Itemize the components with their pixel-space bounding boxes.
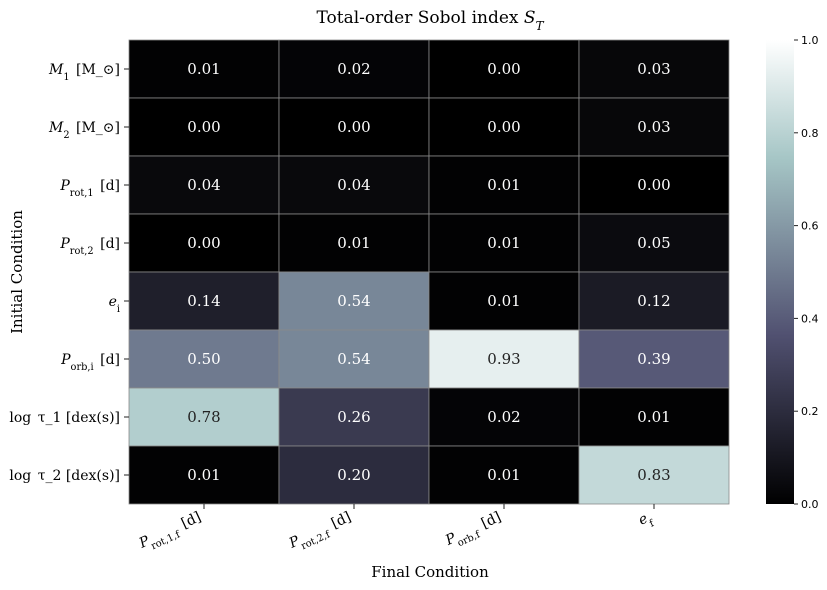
cell-value-label: 0.00 bbox=[187, 234, 220, 252]
heatmap-cell bbox=[428, 445, 580, 505]
y-tick-label: ei bbox=[109, 294, 120, 315]
cell-value-label: 0.04 bbox=[187, 176, 220, 194]
cell-value-label: 0.00 bbox=[487, 60, 520, 78]
cell-value-label: 0.12 bbox=[637, 292, 670, 310]
cell-value-label: 0.05 bbox=[637, 234, 670, 252]
cell-value-label: 0.04 bbox=[337, 176, 370, 194]
y-tick-label: Porb,i [d] bbox=[60, 352, 120, 373]
y-tick-label: M1 [M_⊙] bbox=[48, 62, 120, 83]
y-tick-label: M2 [M_⊙] bbox=[48, 120, 120, 141]
cell-value-label: 0.50 bbox=[187, 350, 220, 368]
heatmap-cell bbox=[128, 213, 280, 273]
cell-value-label: 0.01 bbox=[487, 234, 520, 252]
y-axis-label: Initial Condition bbox=[8, 210, 26, 334]
heatmap-cell bbox=[128, 39, 280, 99]
cell-value-label: 0.03 bbox=[637, 60, 670, 78]
cell-value-label: 0.01 bbox=[637, 408, 670, 426]
y-tick-label: Prot,1 [d] bbox=[59, 178, 120, 199]
cell-value-label: 0.14 bbox=[187, 292, 220, 310]
heatmap-cell bbox=[278, 97, 430, 157]
heatmap-cell bbox=[278, 155, 430, 215]
heatmap-cell bbox=[128, 97, 280, 157]
cell-value-label: 0.20 bbox=[337, 466, 370, 484]
x-tick-label: Prot,2,f [d] bbox=[286, 509, 356, 556]
heatmap-cell bbox=[428, 271, 580, 331]
cell-value-label: 0.93 bbox=[487, 350, 520, 368]
heatmap-cell bbox=[578, 97, 730, 157]
cell-value-label: 0.02 bbox=[487, 408, 520, 426]
heatmap-cell bbox=[428, 213, 580, 273]
cell-value-label: 0.01 bbox=[187, 466, 220, 484]
cell-value-label: 0.01 bbox=[487, 176, 520, 194]
cell-value-label: 0.26 bbox=[337, 408, 370, 426]
x-tick-label: Porb,f [d] bbox=[442, 509, 505, 553]
cell-value-label: 0.00 bbox=[187, 118, 220, 136]
cell-value-label: 0.54 bbox=[337, 292, 370, 310]
colorbar-tick-label: 0.0 bbox=[801, 498, 819, 511]
cell-value-label: 0.01 bbox=[487, 292, 520, 310]
x-axis-label: Final Condition bbox=[371, 563, 489, 581]
y-tick-label: log τ_1 [dex(s)] bbox=[9, 410, 120, 426]
colorbar-tick-label: 0.6 bbox=[801, 220, 819, 233]
heatmap-cell bbox=[578, 387, 730, 447]
heatmap-cell bbox=[278, 329, 430, 389]
x-tick-label: Prot,1,f [d] bbox=[136, 509, 206, 556]
cell-value-label: 0.01 bbox=[337, 234, 370, 252]
chart-title: Total-order Sobol index ST bbox=[317, 8, 545, 33]
heatmap-cells: 0.01 0.02 0.00 0.03 0.00 0.00 0.00 0.03 0.04 0.04… bbox=[128, 39, 730, 505]
heatmap-cell bbox=[578, 271, 730, 331]
y-tick-labels: M1 [M_⊙] M2 [M_⊙] Prot,1 [d] Prot,2 [d] ei Po… bbox=[9, 62, 129, 484]
heatmap-cell bbox=[278, 39, 430, 99]
cell-value-label: 0.83 bbox=[637, 466, 670, 484]
heatmap-cell bbox=[128, 387, 280, 447]
cell-value-label: 0.02 bbox=[337, 60, 370, 78]
heatmap-cell bbox=[278, 271, 430, 331]
cell-value-label: 0.01 bbox=[187, 60, 220, 78]
cell-value-label: 0.39 bbox=[637, 350, 670, 368]
heatmap-cell bbox=[278, 213, 430, 273]
y-tick-label: Prot,2 [d] bbox=[59, 236, 120, 257]
colorbar-tick-label: 1.0 bbox=[801, 34, 819, 47]
heatmap-cell bbox=[428, 329, 580, 389]
heatmap-cell bbox=[128, 271, 280, 331]
colorbar-tick-label: 0.4 bbox=[801, 312, 819, 325]
x-tick-label: ef bbox=[636, 509, 657, 533]
colorbar-tick-label: 0.2 bbox=[801, 405, 819, 418]
colorbar: 0.0 0.2 0.4 0.6 0.8 1.0 bbox=[766, 34, 819, 511]
cell-value-label: 0.01 bbox=[487, 466, 520, 484]
y-tick-label: log τ_2 [dex(s)] bbox=[9, 468, 120, 484]
heatmap-cell bbox=[578, 213, 730, 273]
heatmap-cell bbox=[428, 39, 580, 99]
colorbar-tick-label: 0.8 bbox=[801, 127, 819, 140]
cell-value-label: 0.78 bbox=[187, 408, 220, 426]
colorbar-gradient bbox=[766, 40, 794, 504]
heatmap-cell bbox=[578, 329, 730, 389]
cell-value-label: 0.54 bbox=[337, 350, 370, 368]
heatmap-cell bbox=[128, 329, 280, 389]
cell-value-label: 0.00 bbox=[487, 118, 520, 136]
heatmap-cell bbox=[578, 39, 730, 99]
heatmap-cell bbox=[578, 155, 730, 215]
cell-value-label: 0.00 bbox=[637, 176, 670, 194]
heatmap-cell bbox=[128, 445, 280, 505]
cell-value-label: 0.00 bbox=[337, 118, 370, 136]
x-tick-labels: Prot,1,f [d] Prot,2,f [d] Porb,f [d] ef bbox=[136, 504, 657, 556]
cell-value-label: 0.03 bbox=[637, 118, 670, 136]
heatmap-cell bbox=[428, 387, 580, 447]
